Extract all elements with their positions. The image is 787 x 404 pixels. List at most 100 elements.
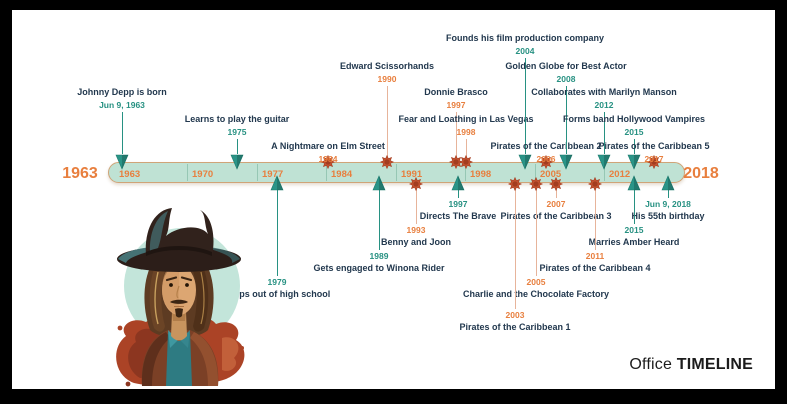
axis-divider (187, 164, 188, 181)
event-title: Edward Scissorhands (339, 61, 435, 71)
event-connector (121, 112, 123, 154)
frame-border-top (0, 0, 787, 10)
event-date: 2015 (624, 225, 644, 235)
event-title: Pirates of the Caribbean 1 (459, 322, 571, 332)
event-marker-triangle-icon (270, 175, 284, 191)
event-connector (603, 112, 605, 154)
axis-divider (604, 164, 605, 181)
event-marker-star-icon (380, 155, 394, 169)
event-date: Jun 9, 2018 (645, 199, 691, 209)
event-connector (594, 186, 596, 250)
event-date: 2011 (585, 251, 605, 261)
event-title: Directs The Brave (419, 211, 497, 221)
event-marker-star-icon (459, 155, 473, 169)
axis-divider (396, 164, 397, 181)
event-connector (465, 139, 467, 157)
event-title: Founds his film production company (445, 33, 605, 43)
event-title: Pirates of the Caribbean 3 (500, 211, 612, 221)
event-title: Fear and Loathing in Las Vegas (398, 114, 534, 124)
event-date: 2005 (526, 277, 546, 287)
event-connector (514, 186, 516, 309)
event-title: Pirates of the Caribbean 2 (490, 141, 602, 151)
event-date: 1979 (267, 277, 287, 287)
event-date: 1989 (369, 251, 389, 261)
axis-year-label: 1963 (119, 169, 141, 180)
event-marker-triangle-icon (559, 154, 573, 170)
event-marker-triangle-icon (518, 154, 532, 170)
timeline-start-year: 1963 (62, 165, 98, 182)
event-title: Marries Amber Heard (588, 237, 680, 247)
event-date: Jun 9, 1963 (99, 100, 145, 110)
event-marker-triangle-icon (451, 175, 465, 191)
event-date: 2006 (536, 154, 556, 164)
event-marker-star-icon (409, 177, 423, 191)
axis-divider (257, 164, 258, 181)
event-date: 2007 (546, 199, 566, 209)
office-timeline-logo: Office TIMELINE (629, 356, 753, 374)
event-title: Johnny Depp is born (77, 87, 167, 97)
brand-office-label: Office (629, 356, 673, 373)
frame-border-bottom (0, 389, 787, 404)
axis-year-label: 2012 (609, 169, 631, 180)
event-date: 2017 (644, 154, 664, 164)
event-title: Benny and Joon (380, 237, 452, 247)
johnny-depp-portrait-illustration (116, 208, 245, 387)
brand-timeline-label: TIMELINE (676, 356, 753, 373)
event-title: Drops out of high school (223, 289, 331, 299)
event-marker-star-icon (549, 177, 563, 191)
event-marker-star-icon (508, 177, 522, 191)
event-date: 1997 (448, 199, 468, 209)
event-date: 1993 (406, 225, 426, 235)
event-connector (455, 112, 457, 157)
event-title: A Nightmare on Elm Street (271, 141, 385, 151)
event-title: Forms band Hollywood Vampires (562, 114, 706, 124)
event-connector (667, 186, 669, 198)
axis-year-label: 2005 (540, 169, 562, 180)
event-title: Collaborates with Marilyn Manson (531, 87, 677, 97)
axis-divider (326, 164, 327, 181)
axis-divider (535, 164, 536, 181)
event-marker-triangle-icon (115, 154, 129, 170)
event-marker-star-icon (529, 177, 543, 191)
event-connector (415, 186, 417, 224)
event-connector (386, 86, 388, 157)
event-connector (378, 186, 380, 250)
event-marker-triangle-icon (230, 154, 244, 170)
axis-year-label: 1970 (192, 169, 214, 180)
event-date: 1990 (377, 74, 397, 84)
event-date: 1975 (227, 127, 247, 137)
event-connector (236, 139, 238, 154)
axis-year-label: 1984 (331, 169, 353, 180)
axis-year-label: 1998 (470, 169, 492, 180)
axis-year-label: 1977 (262, 169, 284, 180)
event-date: 1984 (318, 154, 338, 164)
event-date: 1998 (456, 127, 476, 137)
event-date: 2012 (594, 100, 614, 110)
event-marker-star-icon (449, 155, 463, 169)
event-connector (633, 139, 635, 154)
event-date: 2015 (624, 127, 644, 137)
event-date: 2003 (505, 310, 525, 320)
event-title: Donnie Brasco (424, 87, 488, 97)
event-connector (276, 186, 278, 276)
event-connector (633, 186, 635, 224)
axis-divider (465, 164, 466, 181)
event-connector (535, 186, 537, 276)
event-marker-triangle-icon (627, 175, 641, 191)
event-connector (565, 86, 567, 154)
timeline-end-year: 2018 (683, 165, 719, 182)
event-connector (555, 186, 557, 198)
event-connector (457, 186, 459, 198)
event-marker-star-icon (588, 177, 602, 191)
event-connector (524, 58, 526, 154)
event-marker-star-icon (321, 155, 335, 169)
axis-year-label: 1991 (401, 169, 423, 180)
event-title: Learns to play the guitar (184, 114, 290, 124)
event-title: Pirates of the Caribbean 4 (539, 263, 651, 273)
event-title: His 55th birthday (631, 211, 705, 221)
event-title: Pirates of the Caribbean 5 (598, 141, 710, 151)
event-marker-triangle-icon (661, 175, 675, 191)
event-date: 2004 (515, 46, 535, 56)
event-marker-star-icon (647, 155, 661, 169)
